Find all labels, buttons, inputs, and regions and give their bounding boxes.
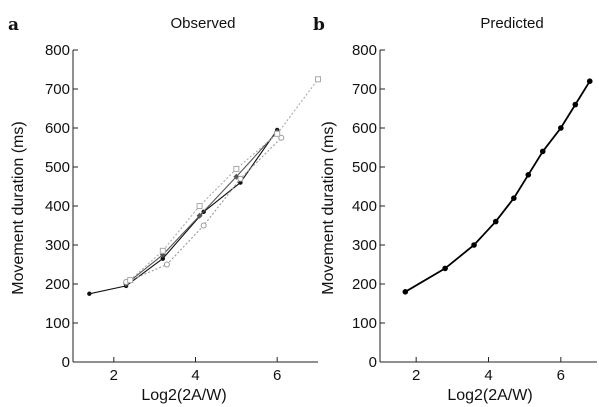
panel-a-y-tick-label: 100	[45, 315, 70, 332]
panel-a-y-tick-label: 400	[45, 198, 70, 215]
panel-a-plot-area: 0 100 200 300 400 500 600 700 800 2 4 6	[45, 42, 321, 384]
panel-b-series-0-point	[558, 125, 564, 131]
panel-letter-a: a	[8, 15, 19, 35]
panel-a-title: Observed	[170, 15, 235, 32]
panel-a-series-0-point	[238, 180, 243, 185]
panel-b-series-0-point	[525, 172, 532, 178]
panel-b-y-tick-label: 800	[352, 42, 377, 59]
panel-a-series-3-point	[315, 76, 321, 83]
panel-a-series-3-point	[196, 203, 203, 209]
panel-a-series-2-point	[200, 222, 207, 229]
panel-a-y-tick-label: 600	[45, 120, 70, 137]
panel-a-y-tick-label: 700	[45, 81, 70, 98]
panel-b-y-tick-label: 400	[352, 198, 377, 215]
panel-b-series-0-point	[402, 289, 409, 295]
panel-b-y-axis-label: Movement duration (ms)	[320, 121, 337, 294]
panel-a-y-tick-label: 300	[45, 237, 70, 254]
panel-b-y-tick-label: 0	[369, 354, 377, 371]
panel-a-x-tick-label: 6	[273, 367, 281, 384]
panel-a-y-tick-label: 800	[45, 42, 70, 59]
panel-a-series-0-point	[87, 291, 92, 296]
panel-a-series-0-line	[89, 129, 278, 295]
panel-a-series-3-point	[159, 247, 166, 254]
panel-a-series-2-point	[237, 175, 244, 182]
panel-a-observed: a Observed Log2(2A/W) Movement duration …	[8, 15, 321, 404]
panel-b-y-tick-label: 300	[352, 237, 377, 254]
panel-a-series-3-point	[127, 277, 134, 284]
panel-a-y-tick-label: 500	[45, 159, 70, 176]
panel-b-series-0-line	[404, 80, 591, 293]
panel-a-series-2-line	[125, 137, 282, 283]
panel-b-y-tick-label: 600	[352, 120, 377, 137]
panel-b-x-tick-label: 2	[412, 367, 420, 384]
panel-a-y-tick-label: 200	[45, 276, 70, 293]
panel-a-series-3-point	[274, 130, 281, 137]
panel-a-x-tick-label: 2	[110, 367, 118, 384]
panel-b-y-tick-label: 100	[352, 315, 377, 332]
panel-b-y-tick-label: 500	[352, 159, 377, 176]
panel-b-series-0-point	[492, 218, 499, 225]
panel-a-series-0-point	[160, 256, 166, 261]
panel-letter-b: b	[313, 15, 325, 35]
panel-b-series-0-point	[586, 78, 593, 84]
panel-b-series-0-point	[539, 148, 546, 155]
panel-a-series-1-point	[196, 212, 203, 219]
panel-a-x-tick-label: 4	[191, 367, 199, 384]
panel-b-y-tick-label: 200	[352, 276, 377, 293]
panel-b-x-tick-label: 6	[557, 367, 565, 384]
panel-a-x-axis-label: Log2(2A/W)	[141, 387, 226, 404]
panel-a-series-3-point	[233, 165, 240, 172]
panel-b-plot-area: 0 100 200 300 400 500 600 700 800 2 4 6	[352, 42, 597, 384]
panel-b-series-0-point	[511, 195, 517, 201]
panel-b-predicted: b Predicted Log2(2A/W) Movement duration…	[313, 15, 597, 404]
panel-a-y-axis-label: Movement duration (ms)	[10, 121, 27, 294]
panel-b-x-tick-label: 4	[484, 367, 492, 384]
panel-b-title: Predicted	[480, 15, 543, 32]
panel-b-series-0-point	[572, 101, 579, 108]
panel-b-x-axis-label: Log2(2A/W)	[447, 387, 532, 404]
panel-a-y-tick-label: 0	[62, 354, 70, 371]
panel-a-series-2-point	[163, 261, 170, 268]
panel-a-series-3-line	[129, 78, 319, 281]
panel-b-series-0-point	[471, 242, 477, 248]
panel-b-series-0-point	[442, 265, 448, 272]
panel-b-y-tick-label: 700	[352, 81, 377, 98]
